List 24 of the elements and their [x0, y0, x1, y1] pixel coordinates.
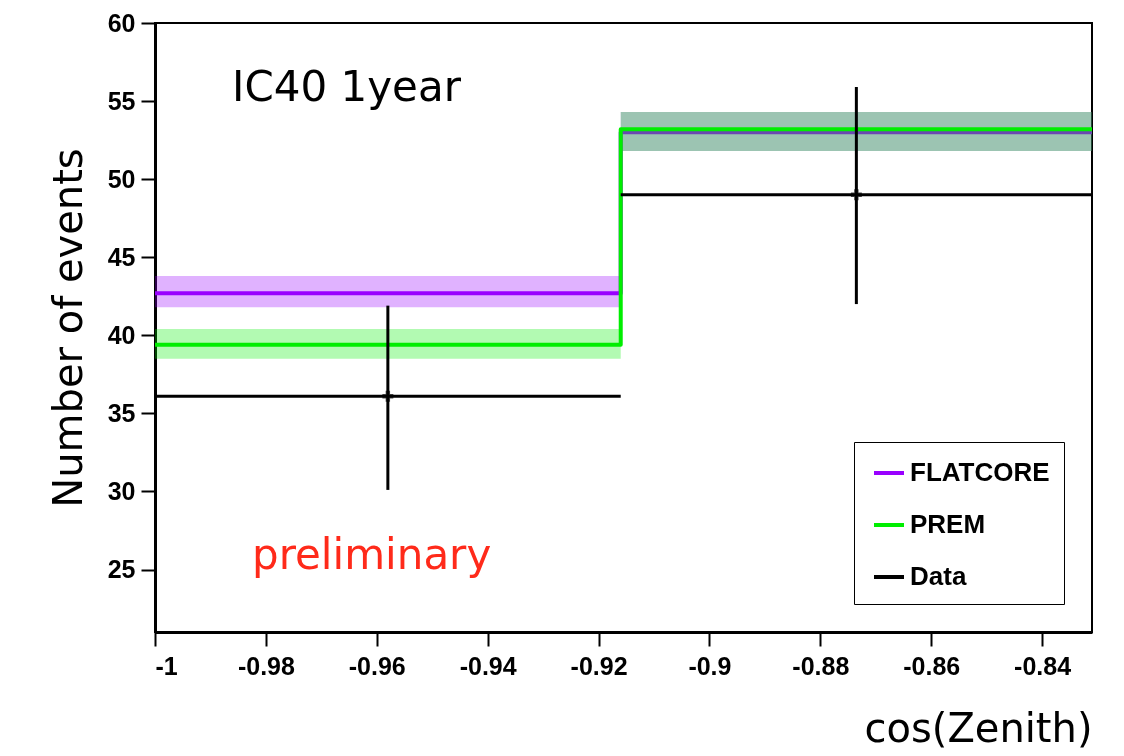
y-tick-label: 45 [107, 242, 136, 271]
x-tick-label: -0.94 [459, 651, 517, 680]
x-tick-label: -0.88 [792, 651, 850, 680]
x-tick-label: -0.98 [237, 651, 295, 680]
annotation: IC40 1year [232, 62, 461, 111]
x-tick-label: -0.9 [688, 651, 732, 680]
y-tick-label: 60 [107, 8, 136, 37]
x-tick-label: -0.84 [1014, 651, 1072, 680]
legend-label: FLATCORE [910, 457, 1050, 487]
annotation: preliminary [252, 530, 492, 579]
x-axis-title: cos(Zenith) [864, 704, 1093, 751]
y-tick-label: 40 [107, 320, 136, 349]
x-tick-label: -0.96 [348, 651, 406, 680]
y-tick-label: 55 [107, 86, 136, 115]
x-tick-label: -0.86 [903, 651, 961, 680]
x-tick-label: -1 [155, 651, 178, 680]
x-tick-label: -0.92 [570, 651, 628, 680]
y-tick-label: 30 [107, 476, 136, 505]
legend-label: PREM [910, 509, 986, 539]
y-tick-label: 50 [107, 164, 136, 193]
y-tick-label: 35 [107, 398, 136, 427]
y-axis-title: Number of events [44, 148, 91, 508]
legend-label: Data [910, 561, 967, 591]
y-tick-label: 25 [107, 555, 136, 584]
